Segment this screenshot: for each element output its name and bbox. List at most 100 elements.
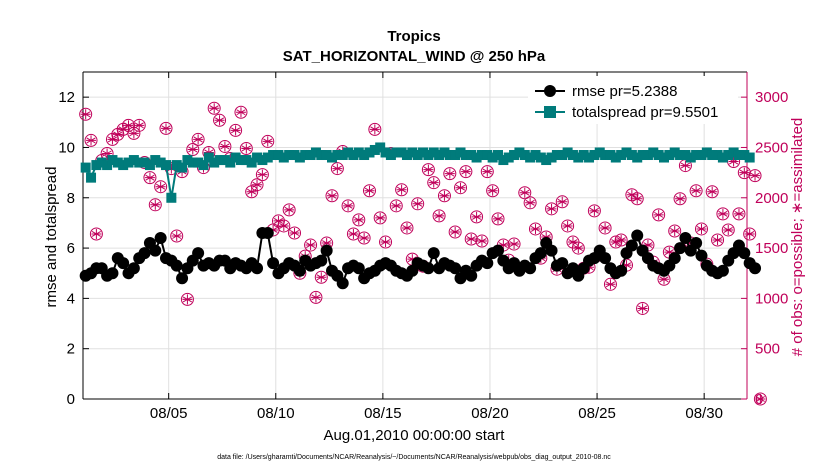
obs-possible-marker <box>191 132 205 146</box>
totalspread-point <box>118 160 129 171</box>
rmse-point <box>449 262 462 275</box>
obs-assimilated-marker <box>380 237 391 248</box>
totalspread-point <box>546 152 557 163</box>
x-tick-label: 08/20 <box>471 405 509 422</box>
totalspread-point <box>161 160 171 171</box>
obs-assimilated-marker <box>616 235 627 246</box>
obs-assimilated-marker <box>573 243 584 254</box>
obs-possible-marker <box>711 233 725 247</box>
obs-possible-marker <box>234 105 248 119</box>
obs-assimilated-marker <box>530 223 541 234</box>
totalspread-point <box>337 150 348 161</box>
totalspread-point <box>257 155 268 166</box>
obs-possible-marker <box>132 118 146 132</box>
totalspread-point <box>669 147 680 158</box>
rmse-point <box>127 262 140 275</box>
obs-assimilated-marker <box>182 294 193 305</box>
rmse-point <box>674 242 687 255</box>
legend-rmse-label: rmse pr=5.2388 <box>572 83 677 100</box>
obs-assimilated-marker <box>123 120 134 131</box>
obs-possible-marker <box>362 184 376 198</box>
totalspread-point <box>600 150 611 161</box>
rmse-point <box>492 244 504 257</box>
totalspread-point <box>107 155 118 166</box>
obs-possible-marker <box>673 192 687 206</box>
obs-assimilated-marker <box>675 193 686 204</box>
obs-assimilated-marker <box>310 292 321 303</box>
obs-possible-marker <box>79 107 93 121</box>
obs-possible-marker <box>373 211 387 225</box>
totalspread-point <box>310 147 321 158</box>
totalspread-point <box>139 157 150 168</box>
legend-box <box>528 76 738 124</box>
obs-assimilated-marker <box>144 172 155 183</box>
obs-assimilated-marker <box>86 135 97 146</box>
totalspread-point <box>691 150 702 161</box>
totalspread-point <box>439 147 450 158</box>
obs-assimilated-marker <box>219 141 230 152</box>
totalspread-point <box>134 157 145 168</box>
obs-assimilated-marker <box>487 185 498 196</box>
rmse-point <box>352 262 365 275</box>
x-tick-label: 08/30 <box>685 405 723 422</box>
obs-possible-marker <box>368 122 382 136</box>
totalspread-point <box>728 147 739 158</box>
totalspread-point <box>316 150 327 161</box>
obs-possible-marker <box>400 221 414 235</box>
obs-possible-marker <box>421 163 435 177</box>
obs-assimilated-marker <box>235 107 246 118</box>
rmse-point <box>261 226 274 239</box>
obs-assimilated-marker <box>262 136 273 147</box>
totalspread-point <box>166 192 177 203</box>
totalspread-point <box>418 147 429 158</box>
obs-possible-marker <box>84 133 98 147</box>
obs-possible-marker <box>555 195 569 209</box>
totalspread-point <box>498 155 509 166</box>
obs-assimilated-marker <box>161 123 171 134</box>
obs-possible-marker <box>411 197 425 211</box>
rmse-point <box>320 244 333 257</box>
totalspread-point <box>278 152 289 163</box>
totalspread-point <box>203 152 214 163</box>
obs-possible-marker <box>470 210 484 224</box>
y-axis-label-right: # of obs: o=possible; ∗=assimilated <box>789 118 806 357</box>
totalspread-point <box>187 157 198 168</box>
totalspread-point <box>235 155 246 166</box>
obs-assimilated-marker <box>305 240 316 251</box>
obs-assimilated-marker <box>626 189 637 200</box>
totalspread-point <box>359 150 370 161</box>
totalspread-point <box>182 155 193 166</box>
obs-possible-marker <box>561 219 575 233</box>
totalspread-point <box>385 150 396 161</box>
obs-possible-marker <box>111 127 125 141</box>
rmse-point <box>625 239 638 252</box>
obs-assimilated-marker <box>353 214 364 225</box>
rmse-point <box>149 244 162 257</box>
rmse-point <box>138 247 151 260</box>
rmse-point <box>465 269 478 282</box>
rmse-point <box>170 259 183 272</box>
obs-possible-marker <box>352 213 366 227</box>
totalspread-point <box>348 150 359 161</box>
obs-assimilated-marker <box>509 239 520 250</box>
totalspread-point <box>423 150 434 161</box>
obs-possible-marker <box>437 189 451 203</box>
obs-assimilated-marker <box>493 213 503 224</box>
obs-assimilated-marker <box>562 220 573 231</box>
obs-assimilated-marker <box>359 233 370 244</box>
legend: rmse pr=5.2388 totalspread pr=9.5501 <box>528 76 738 124</box>
totalspread-point <box>128 155 139 166</box>
obs-assimilated-marker <box>391 200 402 211</box>
obs-possible-marker <box>721 223 735 237</box>
obs-possible-marker <box>288 226 302 240</box>
obs-possible-marker <box>395 183 409 197</box>
totalspread-point <box>343 147 354 158</box>
totalspread-point <box>219 155 230 166</box>
obs-assimilated-marker <box>728 156 739 167</box>
totalspread-point <box>214 155 225 166</box>
obs-possible-marker <box>571 241 585 255</box>
x-tick-label: 08/10 <box>257 405 295 422</box>
obs-possible-marker <box>652 208 666 222</box>
obs-possible-marker <box>186 142 200 156</box>
obs-assimilated-marker <box>541 232 552 243</box>
